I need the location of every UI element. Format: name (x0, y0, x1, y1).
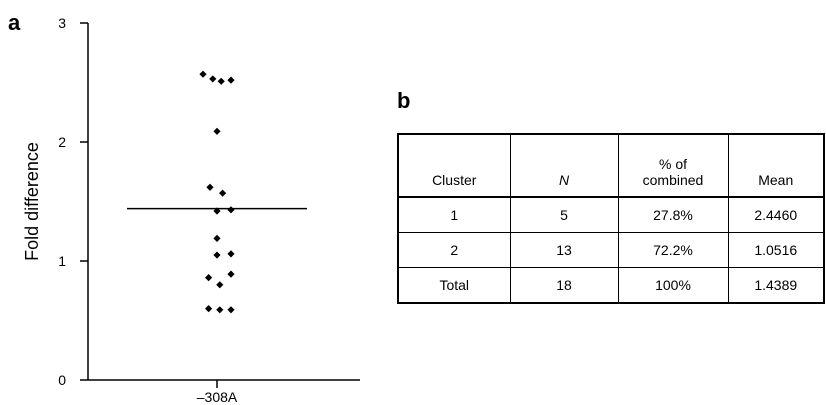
table-row: 1 5 27.8% 2.4460 (397, 196, 825, 233)
panel-a-label: a (8, 10, 21, 35)
data-point (205, 305, 213, 313)
header-percent-text: % of combined (642, 156, 704, 188)
table-cell: 18 (509, 267, 619, 304)
data-point (213, 251, 221, 259)
table-header-row: Cluster N % of combined Mean (397, 133, 825, 198)
data-point (219, 189, 227, 197)
data-point (217, 77, 225, 85)
data-point (216, 281, 224, 289)
y-axis-label: Fold difference (22, 142, 42, 261)
data-point (205, 274, 213, 282)
table-cell: 100% (617, 267, 729, 304)
y-tick-label: 0 (58, 372, 66, 388)
data-point (206, 183, 214, 191)
data-point (227, 306, 235, 314)
table-cell: 27.8% (617, 196, 729, 233)
data-point (216, 306, 224, 314)
y-tick-label: 1 (58, 253, 66, 269)
data-point (227, 250, 235, 258)
data-point (227, 270, 235, 278)
table-cell: 5 (509, 196, 619, 233)
data-point (213, 127, 221, 135)
table-row: Total 18 100% 1.4389 (397, 267, 825, 304)
cluster-stats-table: Cluster N % of combined Mean 1 5 27.8% 2.… (397, 133, 825, 304)
y-tick-label: 3 (58, 15, 66, 31)
dot-plot: 0 1 2 3 –308A Fold difference (22, 15, 360, 405)
header-cluster: Cluster (397, 133, 511, 198)
header-n: N (509, 133, 619, 198)
table-cell: 1.4389 (727, 267, 825, 304)
table-cell: 2.4460 (727, 196, 825, 233)
table-cell: 1 (397, 196, 511, 233)
table-cell: 1.0516 (727, 232, 825, 268)
data-point (227, 76, 235, 84)
data-point (209, 75, 217, 83)
data-point (199, 70, 207, 78)
table-cell: 2 (397, 232, 511, 268)
data-point (227, 206, 235, 214)
header-percent: % of combined (617, 133, 729, 198)
table-cell: 13 (509, 232, 619, 268)
data-point (213, 234, 221, 242)
table-cell: 72.2% (617, 232, 729, 268)
table-cell: Total (397, 267, 511, 304)
data-point (213, 207, 221, 215)
header-mean: Mean (727, 133, 825, 198)
table-row: 2 13 72.2% 1.0516 (397, 232, 825, 268)
x-tick-label: –308A (197, 389, 238, 405)
panel-b-label: b (397, 88, 411, 113)
y-tick-label: 2 (58, 134, 66, 150)
